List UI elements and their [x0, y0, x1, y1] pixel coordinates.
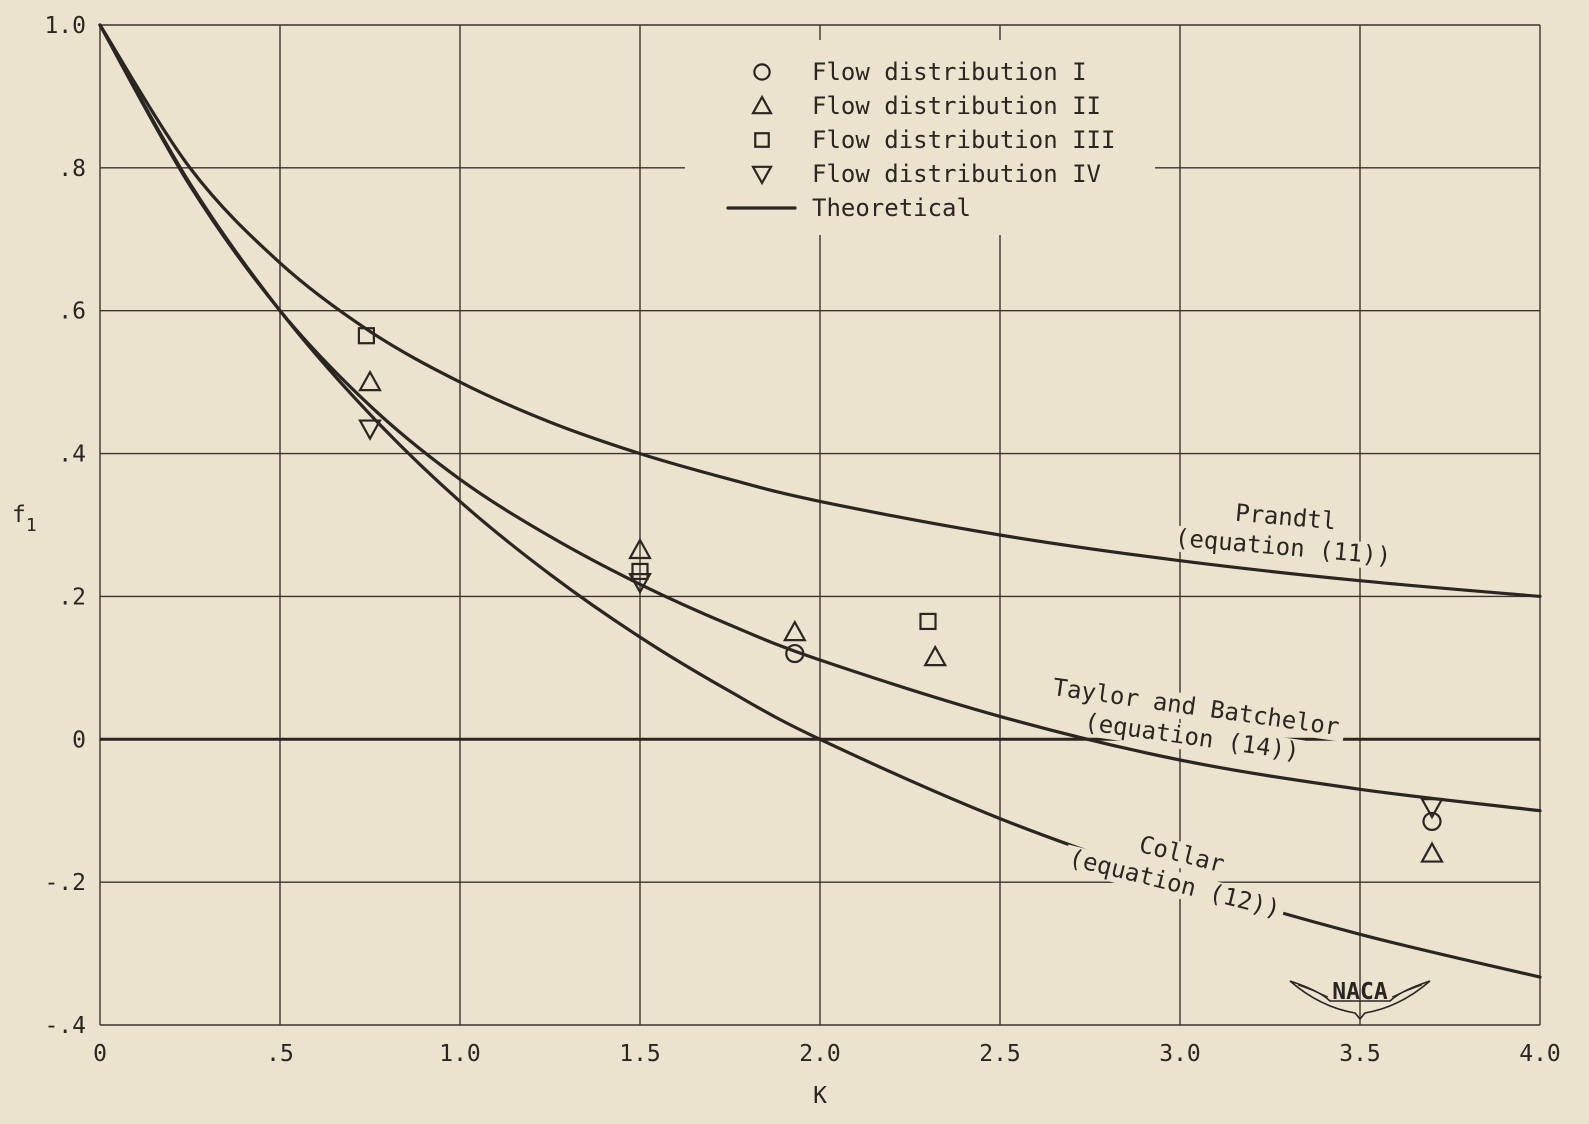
data-point-circle	[785, 643, 805, 664]
legend-entry-label: Theoretical	[812, 194, 971, 222]
annotation-backdrop	[1134, 831, 1229, 879]
y-axis-label-subscript: 1	[26, 515, 37, 536]
legend-symbol-circle	[753, 63, 771, 81]
data-point-triangle-up	[358, 369, 382, 392]
legend-entry-label: Flow distribution III	[812, 126, 1115, 154]
y-tick-label: 0	[72, 727, 86, 753]
curve-prandtl	[98, 23, 1542, 598]
annotation-backdrop	[1232, 500, 1340, 536]
annotation-taylor-batchelor: Taylor and Batchelor(equation (14))	[1045, 673, 1347, 767]
y-tick-label: .8	[58, 156, 86, 182]
x-tick-label: 1.0	[439, 1041, 481, 1067]
naca-wings-icon	[1289, 980, 1431, 1021]
annotation-backdrop	[1062, 844, 1287, 925]
annotation-backdrop	[1078, 709, 1306, 767]
annotation-backdrop	[1169, 525, 1397, 571]
y-axis-label: f1	[12, 502, 37, 536]
x-tick-label: 1.5	[619, 1041, 661, 1067]
legend-background	[685, 40, 1155, 235]
x-axis-label: K	[813, 1083, 827, 1109]
x-tick-label: 0	[93, 1041, 107, 1067]
naca-logo-text: NACA	[1332, 979, 1388, 1005]
data-point-triangle-up	[628, 537, 652, 560]
data-point-triangle-up	[1420, 841, 1444, 863]
x-tick-label: 3.0	[1159, 1041, 1201, 1067]
annotation-prandtl: Prandtl(equation (11))	[1169, 499, 1397, 571]
x-tick-label: .5	[266, 1041, 294, 1067]
data-point-square	[631, 562, 649, 581]
legend-symbol-square	[754, 132, 770, 148]
data-point-triangle-down	[1420, 798, 1444, 820]
legend-symbol-triangle-down	[751, 165, 773, 186]
data-point-triangle-up	[923, 644, 948, 667]
data-point-square	[357, 327, 375, 345]
x-tick-label: 2.5	[979, 1041, 1021, 1067]
data-point-triangle-down	[358, 419, 382, 441]
naca-logo: NACA	[1289, 979, 1431, 1021]
y-tick-label: .6	[58, 299, 86, 325]
y-tick-label: -.2	[44, 870, 86, 896]
data-point-square	[919, 612, 937, 631]
legend-symbol-triangle-up	[751, 94, 773, 115]
y-tick-label: .4	[58, 442, 86, 468]
legend-entry-label: Flow distribution IV	[812, 160, 1101, 188]
y-tick-label: .2	[58, 584, 86, 610]
data-points	[357, 327, 1444, 863]
legend-entry-label: Flow distribution I	[812, 58, 1087, 86]
annotation-collar: Collar(equation (12))	[1062, 830, 1287, 925]
y-tick-label: -.4	[44, 1013, 86, 1039]
data-point-circle	[1422, 811, 1442, 832]
legend-entry-label: Flow distribution II	[812, 92, 1101, 120]
curve-annotations: Prandtl(equation (11)) Taylor and Batchel…	[1045, 499, 1397, 925]
x-tick-label: 4.0	[1519, 1041, 1561, 1067]
data-point-triangle-down	[628, 573, 652, 595]
data-point-triangle-up	[782, 619, 807, 642]
y-tick-label: 1.0	[44, 13, 86, 39]
x-tick-label: 2.0	[799, 1041, 841, 1067]
naca-wing-feathers	[1297, 984, 1423, 998]
x-tick-label: 3.5	[1339, 1041, 1381, 1067]
axis-ticks: 0 .5 1.0 1.5 2.0 2.5 3.0 3.5 4.0 1.0 .8 .6 .4 .2 0 -.2 -…	[12, 13, 1561, 1109]
legend: Flow distribution I Flow distribution II F…	[685, 40, 1155, 235]
annotation-backdrop	[1045, 674, 1347, 742]
